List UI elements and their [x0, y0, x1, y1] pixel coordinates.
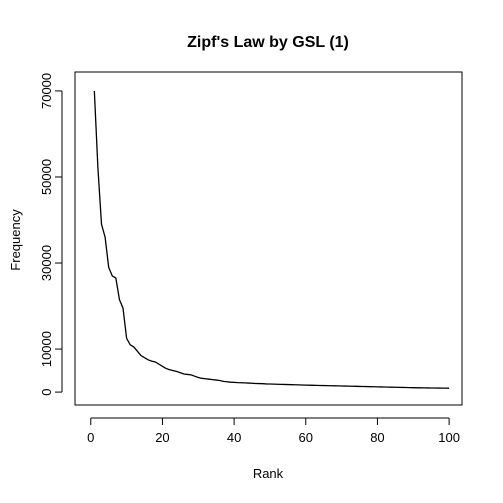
plot-box	[74, 71, 463, 406]
y-axis-label: Frequency	[8, 209, 23, 271]
x-tick-label: 60	[299, 430, 313, 445]
y-tick-label: 70000	[39, 73, 54, 109]
y-tick-label: 0	[39, 388, 54, 395]
y-tick-label: 30000	[39, 245, 54, 281]
x-tick-label: 20	[155, 430, 169, 445]
x-tick-label: 40	[227, 430, 241, 445]
x-tick-label: 80	[370, 430, 384, 445]
data-line	[93, 90, 450, 389]
x-tick-label: 0	[87, 430, 94, 445]
y-tick-label: 10000	[39, 331, 54, 367]
y-tick-label: 50000	[39, 159, 54, 195]
x-axis-label: Rank	[253, 466, 284, 481]
x-tick-label: 100	[438, 430, 460, 445]
chart-title: Zipf's Law by GSL (1)	[187, 34, 349, 51]
